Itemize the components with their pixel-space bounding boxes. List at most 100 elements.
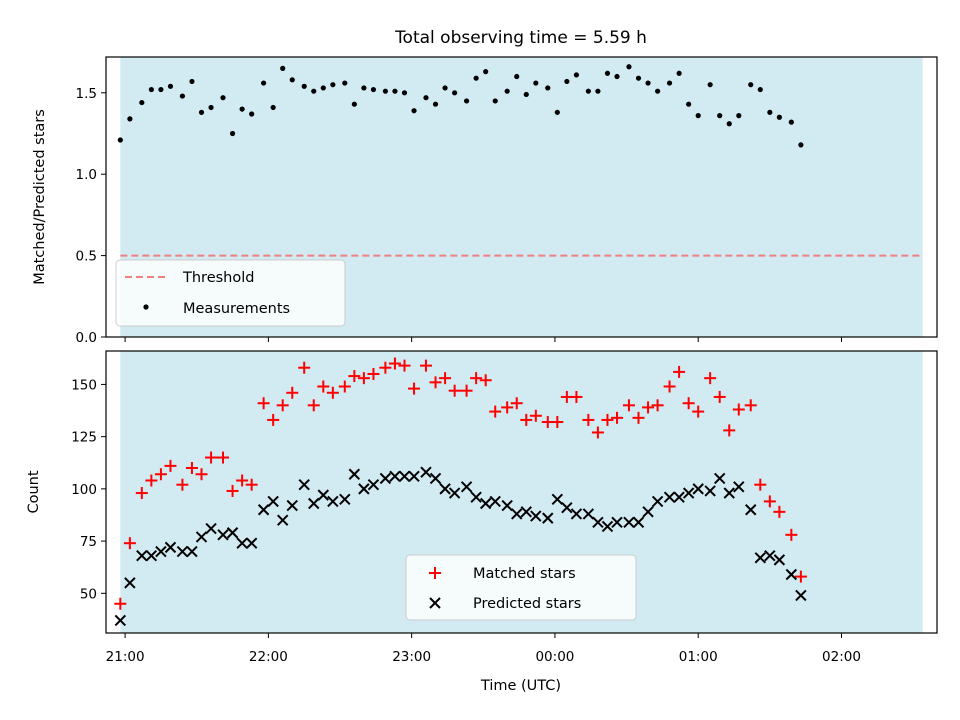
measurements-point bbox=[270, 104, 276, 111]
predicted-stars-point bbox=[723, 487, 735, 499]
measurements-point bbox=[554, 109, 560, 115]
ratio-legend: Threshold Measurements bbox=[115, 259, 346, 327]
matched-stars-point bbox=[298, 361, 311, 374]
measurements-point bbox=[261, 80, 267, 86]
chart-title: Total observing time = 5.59 h bbox=[394, 28, 647, 48]
matched-stars-point bbox=[744, 399, 757, 412]
predicted-legend-swatch bbox=[429, 597, 441, 609]
matched-stars-point bbox=[673, 365, 686, 378]
matched-stars-point bbox=[317, 380, 330, 393]
ratio-x-ticks bbox=[124, 337, 842, 342]
predicted-stars-point bbox=[773, 554, 786, 566]
count-y-tick-label: 75 bbox=[80, 534, 97, 550]
measurements-point bbox=[514, 73, 520, 80]
predicted-stars-point bbox=[651, 495, 664, 508]
matched-stars-point bbox=[601, 413, 614, 426]
matched-stars-point bbox=[439, 372, 452, 385]
matched-stars-point bbox=[419, 359, 432, 372]
measurements-point bbox=[676, 70, 682, 76]
ratio-y-ticks: 0.0 0.5 1.0 1.5 bbox=[76, 86, 106, 346]
matched-stars-point bbox=[529, 409, 542, 422]
predicted-stars-point bbox=[257, 504, 270, 516]
predicted-stars-point bbox=[754, 552, 767, 564]
measurement-points bbox=[117, 64, 804, 148]
count-x-ticks: 21:00 22:00 23:00 00:00 01:00 02:00 bbox=[106, 633, 861, 665]
predicted-stars-point bbox=[286, 499, 298, 512]
predicted-stars-point bbox=[460, 481, 473, 493]
predicted-stars-point bbox=[489, 495, 501, 508]
measurements-point bbox=[695, 113, 701, 119]
matched-stars-point bbox=[479, 374, 492, 387]
measurements-point bbox=[666, 80, 673, 86]
matched-stars-point bbox=[286, 386, 299, 399]
matched-stars-point bbox=[135, 487, 148, 500]
measurements-point bbox=[767, 109, 773, 115]
matched-stars-point bbox=[723, 424, 736, 437]
x-tick-label: 23:00 bbox=[392, 649, 431, 665]
predicted-stars-point bbox=[327, 495, 339, 508]
measurements-point bbox=[707, 82, 713, 88]
measurements-point bbox=[342, 80, 348, 86]
matched-stars-point bbox=[338, 380, 351, 393]
predicted-stars-point bbox=[439, 483, 451, 495]
matched-stars-point bbox=[489, 405, 502, 418]
predicted-stars-point bbox=[308, 497, 320, 510]
measurements-point bbox=[523, 91, 529, 98]
measurements-point bbox=[726, 121, 732, 127]
x-tick-label: 02:00 bbox=[822, 649, 861, 665]
matched-stars-point bbox=[408, 382, 421, 395]
predicted-stars-point bbox=[745, 504, 757, 516]
predicted-stars-point bbox=[155, 545, 167, 558]
count-y-tick-label: 100 bbox=[71, 482, 97, 498]
predicted-stars-point bbox=[164, 541, 177, 554]
matched-stars-point bbox=[642, 401, 655, 414]
predicted-stars-point bbox=[226, 527, 239, 539]
matched-stars-point bbox=[205, 451, 218, 464]
measurements-legend-label: Measurements bbox=[183, 301, 290, 317]
matched-stars-point bbox=[267, 413, 280, 426]
predicted-stars-point bbox=[145, 550, 158, 562]
x-tick-label: 01:00 bbox=[679, 649, 718, 665]
matched-stars-point bbox=[692, 405, 705, 418]
predicted-legend-label: Predicted stars bbox=[473, 596, 581, 612]
predicted-stars-point bbox=[317, 489, 330, 501]
predicted-stars-point bbox=[176, 545, 189, 558]
matched-stars-point bbox=[114, 597, 127, 610]
measurements-point bbox=[604, 70, 611, 76]
predicted-stars-point bbox=[795, 589, 807, 602]
predicted-stars-point bbox=[236, 537, 248, 549]
matched-stars-point bbox=[307, 399, 320, 412]
measurements-point bbox=[564, 78, 570, 85]
count-legend: Matched stars Predicted stars bbox=[405, 554, 637, 621]
matched-stars-point bbox=[398, 359, 411, 372]
matched-stars-point bbox=[570, 390, 583, 403]
measurements-point bbox=[401, 90, 408, 96]
measurements-point bbox=[249, 111, 255, 117]
predicted-stars-point bbox=[195, 531, 208, 543]
matched-stars-point bbox=[379, 361, 392, 374]
measurements-point bbox=[351, 101, 357, 107]
predicted-stars-point bbox=[420, 466, 432, 478]
x-tick-label: 21:00 bbox=[106, 649, 145, 665]
measurements-point bbox=[452, 90, 458, 96]
predicted-stars-point bbox=[692, 483, 704, 495]
predicted-stars-point bbox=[448, 487, 461, 499]
measurements-point bbox=[198, 109, 205, 115]
predicted-stars-point bbox=[623, 516, 635, 528]
ratio-panel: 0.0 0.5 1.0 1.5 Matched/Predicted stars Thr… bbox=[32, 56, 938, 346]
measurements-point bbox=[392, 88, 398, 94]
x-axis-label: Time (UTC) bbox=[480, 678, 561, 694]
predicted-stars-point bbox=[561, 501, 573, 514]
measurements-point bbox=[361, 85, 367, 91]
predicted-stars-point bbox=[339, 493, 351, 506]
measurements-point bbox=[626, 64, 632, 70]
predicted-stars-point bbox=[379, 472, 392, 485]
measurements-point bbox=[573, 72, 580, 78]
matched-stars-point bbox=[357, 372, 370, 385]
matched-stars-point bbox=[663, 380, 676, 393]
matched-stars-point bbox=[236, 474, 249, 487]
predicted-stars-point bbox=[186, 545, 198, 558]
matched-stars-point bbox=[448, 384, 461, 397]
count-panel: 50 75 100 125 150 21:00 22:00 23:00 00:00 01:00 0… bbox=[26, 350, 938, 694]
